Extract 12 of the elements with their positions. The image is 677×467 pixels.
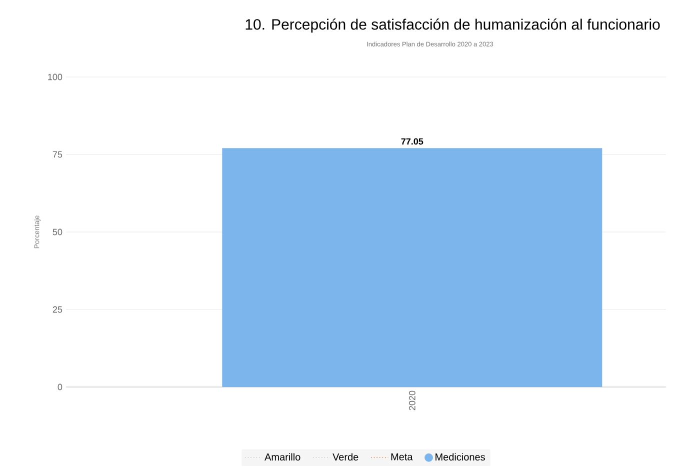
legend-label: Verde — [332, 453, 358, 461]
y-tick-label: 25 — [52, 306, 62, 313]
y-tick-label: 0 — [58, 384, 62, 390]
chart-title: 10. Percepción de satisfacción de humanización al funcionario — [246, 18, 660, 33]
legend-label: Amarillo — [264, 453, 300, 461]
y-tick-label: 50 — [52, 228, 62, 236]
y-tick-label: 75 — [52, 151, 62, 158]
y-tick-label: 100 — [48, 74, 62, 80]
legend-label: Meta — [391, 453, 413, 460]
x-tick-label: 2020 — [408, 390, 416, 410]
data-label: 77.05 — [401, 138, 424, 145]
legend-label: Mediciones — [436, 453, 485, 461]
